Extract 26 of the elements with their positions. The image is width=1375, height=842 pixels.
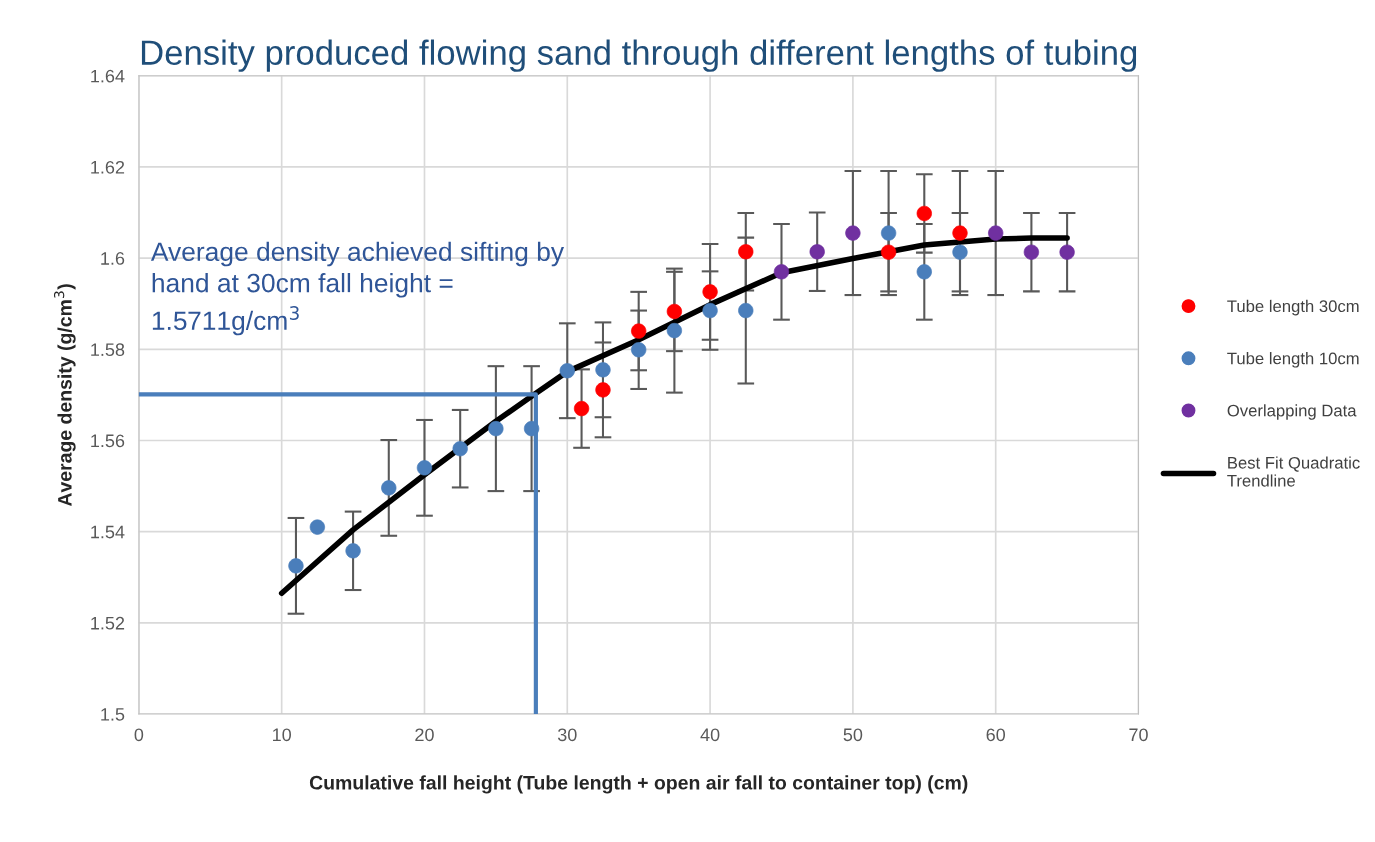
y-tick-label: 1.6 xyxy=(101,252,125,265)
y-tick-label: 1.5 xyxy=(101,708,125,721)
x-tick-label: 50 xyxy=(843,728,863,742)
x-tick-label: 20 xyxy=(415,728,434,742)
y-tick-label: 1.64 xyxy=(91,69,125,83)
x-tick-label: 60 xyxy=(986,728,1006,742)
x-tick-label: 10 xyxy=(273,728,292,742)
y-axis-title: Average density (g/cm$^{3}$) xyxy=(53,284,76,507)
legend-label: Overlapping Data xyxy=(1227,404,1357,420)
x-tick-label: 40 xyxy=(700,728,720,742)
y-tick-label: 1.56 xyxy=(91,434,125,448)
x-tick-label: 70 xyxy=(1129,728,1148,742)
x-tick-label: 30 xyxy=(557,728,577,742)
x-tick-label: 0 xyxy=(134,728,144,742)
y-tick-label: 1.54 xyxy=(91,525,125,539)
point xyxy=(631,323,647,339)
legend-label: Tube length 10cm xyxy=(1227,352,1359,368)
point xyxy=(381,480,397,496)
y-tick-label: 1.58 xyxy=(91,343,125,357)
y-tick-label: 1.52 xyxy=(91,616,125,630)
x-axis-title: Cumulative fall height (Tube length + open air fall to container top) (cm) xyxy=(309,775,968,794)
legend-label: Best Fit Quadratic Trendline xyxy=(1227,456,1360,487)
chart-title: Density produced flowing sand through different lengths of tubing xyxy=(141,39,1137,72)
legend-label: Tube length 30cm xyxy=(1227,299,1359,316)
annotation: Average density achieved sifting by hand at 30cm fall height = 1.5711g/cm$^{3}$ xyxy=(150,241,565,336)
y-tick-label: 1.62 xyxy=(91,160,125,174)
